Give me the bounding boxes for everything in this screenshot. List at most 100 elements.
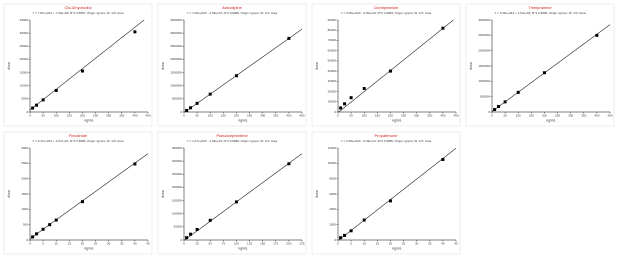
x-tick-label: 20 (81, 241, 85, 245)
y-axis-label: Area (315, 190, 319, 197)
y-tick-label: 500000 (172, 97, 182, 101)
x-tick-label: 150 (260, 241, 265, 245)
x-axis-label: ng/mL (84, 246, 94, 250)
y-tick-label: 350000 (172, 146, 182, 150)
y-tick-label: 4000 (329, 207, 336, 211)
point (362, 86, 366, 90)
x-tick-label: 35 (120, 241, 124, 245)
x-tick-label: 0 (29, 241, 31, 245)
point (185, 236, 189, 240)
y-tick-label: 60000 (328, 48, 337, 52)
point (287, 36, 291, 40)
y-tick-label: 3000000 (478, 18, 490, 22)
point (41, 227, 45, 231)
chart-frame (157, 3, 307, 127)
chart-title: Cis-Dihydrodiol (64, 5, 91, 10)
x-axis-label: ng/mL (238, 118, 248, 122)
x-tick-label: 50 (503, 113, 507, 117)
chart-subtitle: Y = 1.47e+03X - 2.03e+03; R^2 0.9986; Or… (187, 139, 278, 143)
y-tick-label: 1500 (21, 192, 28, 196)
x-tick-label: 20 (389, 241, 393, 245)
y-tick-label: 0 (488, 110, 490, 114)
point (441, 158, 445, 161)
x-tick-label: 400 (594, 113, 599, 117)
y-tick-label: 1000 (21, 207, 28, 211)
chart-subtitle: Y = 7.06e+03X - 2.52e+04; R^2 0.9986; Or… (187, 11, 278, 15)
point (31, 235, 35, 239)
x-tick-label: 10 (363, 241, 367, 245)
x-axis-label: ng/mL (546, 118, 556, 122)
x-tick-label: 350 (581, 113, 586, 117)
x-tick-label: 250 (93, 113, 98, 117)
point (133, 30, 137, 34)
x-tick-label: 25 (402, 241, 406, 245)
point (441, 26, 445, 30)
x-tick-label: 45 (454, 241, 458, 245)
y-tick-label: 150000 (172, 198, 182, 202)
y-tick-label: 80000 (328, 28, 337, 32)
y-tick-label: 2000000 (170, 57, 182, 61)
x-tick-label: 250 (247, 113, 252, 117)
y-tick-label: 0 (26, 110, 28, 114)
x-tick-label: 45 (146, 241, 150, 245)
y-tick-label: 20000 (20, 57, 29, 61)
y-tick-label: 5000 (21, 97, 28, 101)
chart-frame (465, 3, 615, 127)
x-tick-label: 0 (29, 113, 31, 117)
y-axis-label: Area (7, 62, 11, 69)
point (516, 90, 520, 94)
point (542, 71, 546, 75)
point (388, 69, 392, 73)
x-tick-label: 0 (337, 113, 339, 117)
chart-subtitle: Y = 2.68e+02X - 9.49e+01; R^2 0.9986; Or… (341, 139, 432, 143)
x-tick-label: 0 (337, 241, 339, 245)
fit-line (184, 153, 302, 240)
y-tick-label: 10000 (328, 100, 337, 104)
x-tick-label: 50 (41, 113, 45, 117)
point (343, 102, 347, 106)
x-tick-label: 350 (273, 113, 278, 117)
point (287, 162, 291, 166)
x-tick-label: 150 (375, 113, 380, 117)
chart-title: Pseudoephedrine (216, 133, 248, 138)
x-tick-label: 30 (415, 241, 419, 245)
y-axis-label: Area (161, 62, 165, 69)
x-axis-label: ng/mL (392, 118, 402, 122)
x-tick-label: 225 (299, 241, 304, 245)
y-tick-label: 250000 (172, 172, 182, 176)
y-tick-label: 50000 (174, 225, 183, 229)
chart-title: Amlodipine (222, 5, 243, 10)
point (234, 200, 238, 204)
x-tick-label: 0 (183, 113, 185, 117)
x-tick-label: 450 (145, 113, 150, 117)
y-tick-label: 3000 (21, 146, 28, 150)
x-tick-label: 5 (350, 241, 352, 245)
x-tick-label: 175 (273, 241, 278, 245)
fit-line (338, 20, 454, 112)
point (31, 106, 35, 110)
y-tick-label: 70000 (328, 38, 337, 42)
y-tick-label: 10000 (328, 161, 337, 165)
y-tick-label: 500 (23, 222, 28, 226)
x-tick-label: 450 (299, 113, 304, 117)
point (41, 98, 45, 102)
y-tick-label: 50000 (328, 59, 337, 63)
point (189, 232, 193, 236)
y-tick-label: 3500000 (170, 18, 182, 22)
y-tick-label: 2000 (21, 176, 28, 180)
y-tick-label: 12000 (328, 146, 337, 150)
y-tick-label: 6000 (329, 192, 336, 196)
x-tick-label: 350 (427, 113, 432, 117)
point (349, 229, 353, 233)
y-tick-label: 2500000 (170, 44, 182, 48)
point (54, 88, 58, 92)
x-axis-label: ng/mL (238, 246, 248, 250)
x-tick-label: 100 (362, 113, 367, 117)
y-tick-label: 30000 (328, 79, 337, 83)
x-tick-label: 30 (107, 241, 111, 245)
point (493, 108, 497, 112)
point (35, 103, 39, 107)
